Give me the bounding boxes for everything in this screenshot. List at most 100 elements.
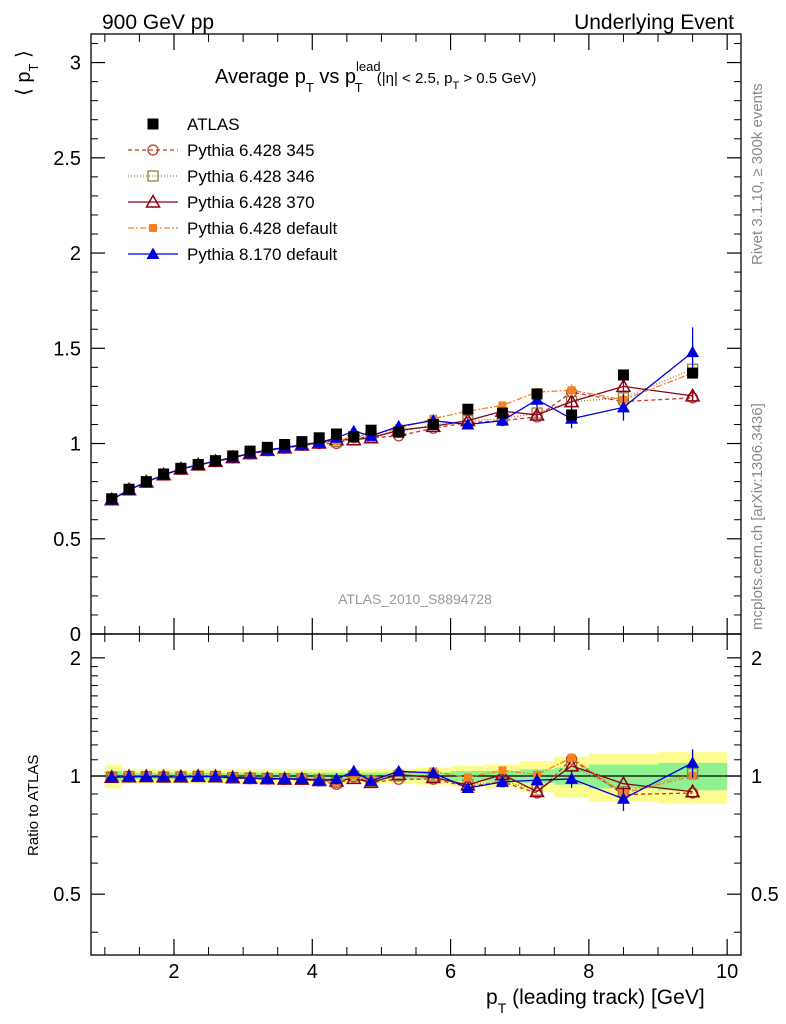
ratio-y-tick-label-right: 2: [751, 648, 762, 670]
plot-title-sub1: T: [306, 80, 314, 95]
main-plot-series: [103, 327, 701, 506]
marker: [364, 774, 378, 786]
marker: [565, 772, 579, 784]
main-y-tick-label: 3: [70, 53, 81, 75]
marker: [498, 401, 507, 410]
marker: [146, 247, 160, 259]
y-axis-label-main-text: ⟨ p: [13, 72, 35, 96]
analysis-watermark: ATLAS_2010_S8894728: [338, 591, 492, 607]
marker: [347, 764, 361, 777]
marker: [617, 369, 629, 381]
series-line: [111, 351, 694, 501]
marker: [462, 403, 474, 415]
marker: [192, 458, 204, 470]
marker: [147, 144, 159, 156]
marker: [147, 118, 159, 130]
marker: [392, 764, 406, 777]
marker: [295, 772, 309, 784]
marker: [496, 407, 508, 419]
marker: [529, 783, 545, 798]
y-axis-label-ratio: Ratio to ATLAS: [25, 755, 42, 856]
legend-label: Pythia 8.170 default: [187, 245, 338, 264]
marker: [122, 770, 136, 782]
series-line: [111, 385, 693, 501]
ratio-series-pythia-8-170-default: [105, 749, 700, 811]
marker: [529, 406, 545, 421]
ratio-y-tick-label: 0.5: [53, 884, 81, 906]
marker: [260, 771, 274, 784]
marker: [686, 345, 700, 358]
y-axis-label-main-sub: T: [26, 64, 41, 72]
marker: [563, 393, 580, 408]
x-axis-label-sub: T: [498, 1000, 507, 1016]
marker: [567, 753, 576, 762]
marker: [147, 170, 159, 182]
marker: [567, 386, 576, 395]
marker: [531, 388, 543, 400]
series-line: [111, 391, 693, 501]
legend-label: Pythia 6.428 346: [187, 167, 315, 186]
marker: [393, 426, 405, 438]
legend-entry: Pythia 8.170 default: [128, 245, 338, 264]
plot-title-cut-close: > 0.5 GeV): [459, 70, 536, 87]
ratio-y-tick-label-right: 0.5: [751, 884, 779, 906]
marker: [208, 770, 222, 782]
legend: ATLAS Pythia 6.428 345 Pythia 6.428 346 Pyt…: [128, 115, 338, 264]
plot-title-prefix: Average p: [215, 66, 306, 88]
marker: [427, 418, 439, 430]
main-y-tick-label: 1.5: [53, 338, 81, 360]
marker: [175, 462, 187, 474]
marker: [279, 438, 291, 450]
marker: [226, 771, 240, 783]
marker: [243, 771, 257, 784]
x-tick-label: 2: [168, 961, 179, 983]
marker: [684, 387, 701, 402]
marker: [244, 445, 256, 457]
plot-title-cut-open: (|η| < 2.5, p: [373, 70, 453, 87]
marker: [348, 431, 360, 443]
main-y-tick-label: 1: [70, 434, 81, 456]
legend-entry: Pythia 6.428 370: [128, 193, 315, 212]
legend-label: Pythia 6.428 345: [187, 141, 315, 160]
marker: [329, 772, 343, 785]
header-left: 900 GeV pp: [102, 11, 214, 34]
y-axis-label-main: ⟨ pT ⟩: [13, 50, 41, 96]
ratio-y-tick-label-right: 1: [751, 766, 762, 788]
header-right: Underlying Event: [574, 11, 734, 34]
marker: [174, 770, 188, 782]
marker: [261, 441, 273, 453]
marker: [461, 417, 475, 430]
marker: [495, 775, 509, 787]
x-tick-label: 8: [583, 961, 594, 983]
legend-entry: Pythia 6.428 345: [128, 141, 315, 160]
legend-entry: Pythia 6.428 346: [128, 167, 315, 186]
marker: [145, 193, 161, 208]
plot-title-sub3: T: [452, 80, 459, 92]
ratio-y-tick-label: 2: [70, 648, 81, 670]
plot-title: Average pT vs plead T (|η| < 2.5, pT > 0.…: [215, 59, 536, 95]
marker: [566, 409, 578, 421]
ratio-line: [111, 757, 693, 794]
marker: [157, 770, 171, 783]
marker: [105, 770, 119, 783]
marker: [312, 773, 326, 786]
marker: [498, 766, 507, 775]
marker: [140, 476, 152, 488]
marker: [139, 770, 153, 782]
marker: [495, 414, 509, 426]
marker: [296, 436, 308, 448]
mcplots-label: mcplots.cern.ch [arXiv:1306.3436]: [749, 403, 766, 630]
legend-entry: ATLAS: [147, 115, 240, 134]
series-pythia-6-428-345: [106, 386, 699, 506]
x-axis-label-p: p: [486, 986, 498, 1009]
marker: [191, 769, 205, 782]
rivet-label: Rivet 3.1.10, ≥ 300k events: [749, 83, 766, 265]
marker: [158, 468, 170, 480]
legend-label: ATLAS: [187, 115, 240, 134]
marker: [313, 432, 325, 444]
marker: [209, 455, 221, 467]
marker: [330, 428, 342, 440]
y-axis-label-main-close: ⟩: [13, 50, 35, 63]
plot-title-sup: lead: [356, 59, 381, 74]
